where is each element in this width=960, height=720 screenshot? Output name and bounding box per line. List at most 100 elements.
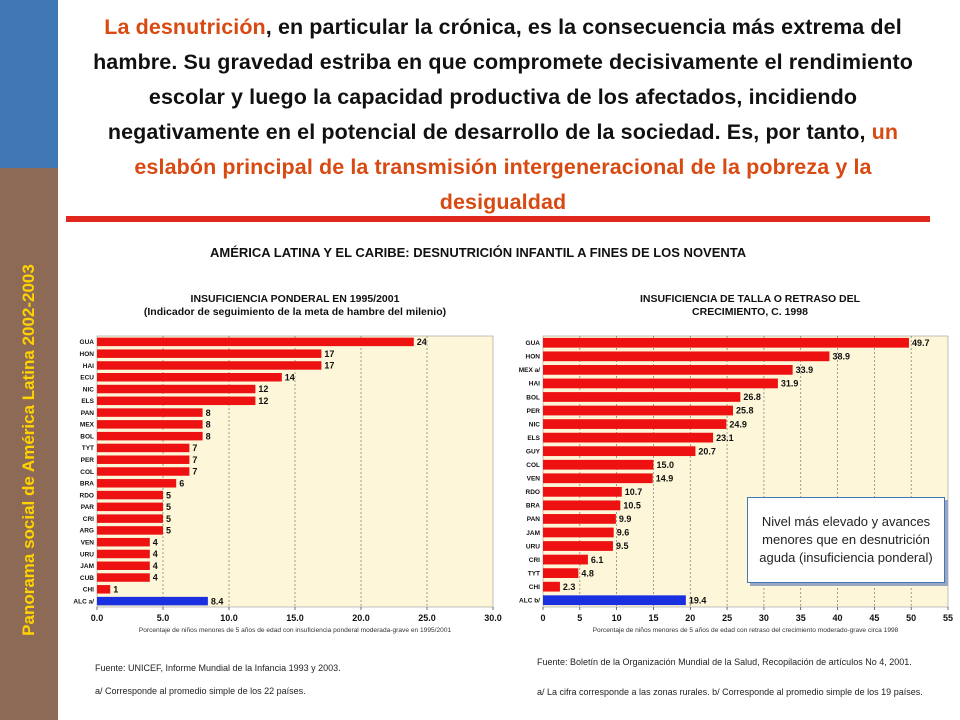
bar	[97, 420, 203, 429]
category-label: TYT	[82, 445, 94, 452]
value-label: 4.8	[581, 568, 594, 578]
value-label: 4	[153, 537, 158, 547]
left-source-note: Fuente: UNICEF, Informe Mundial de la In…	[95, 663, 341, 673]
category-label: GUA	[526, 340, 541, 347]
category-label: GUA	[80, 339, 95, 346]
x-axis-label: Porcentaje de niños menores de 5 años de…	[139, 627, 452, 634]
category-label: HAI	[83, 363, 94, 370]
value-label: 6	[179, 478, 184, 488]
x-tick-label: 30.0	[484, 613, 502, 623]
value-label: 9.5	[616, 541, 629, 551]
average-bar	[543, 595, 686, 606]
value-label: 17	[324, 361, 334, 371]
bar	[543, 527, 614, 538]
x-tick-label: 0	[540, 613, 545, 623]
category-label: HON	[526, 354, 541, 361]
category-label: ALC b/	[519, 598, 540, 605]
category-label: BOL	[80, 433, 94, 440]
x-tick-label: 15	[648, 613, 658, 623]
bar	[97, 467, 190, 476]
value-label: 9.9	[619, 514, 632, 524]
value-label: 8	[206, 408, 211, 418]
x-tick-label: 10	[612, 613, 622, 623]
bar	[543, 378, 778, 389]
category-label: HAI	[529, 381, 540, 388]
left-panel-title-line2: (Indicador de seguimiento de la meta de …	[143, 306, 447, 318]
category-label: CRI	[83, 516, 94, 523]
category-label: PER	[527, 408, 541, 415]
value-label: 8.4	[211, 596, 224, 606]
value-label: 15.0	[656, 460, 674, 470]
bar	[97, 526, 163, 535]
category-label: CUB	[80, 575, 94, 582]
value-label: 24.9	[729, 419, 747, 429]
bar	[543, 459, 654, 470]
category-label: PAN	[81, 410, 95, 417]
x-tick-label: 0.0	[91, 613, 104, 623]
value-label: 24	[417, 337, 427, 347]
value-label: 5	[166, 526, 171, 536]
category-label: BRA	[526, 503, 540, 510]
value-label: 20.7	[698, 446, 716, 456]
category-label: ELS	[527, 435, 540, 442]
value-label: 38.9	[832, 352, 850, 362]
bar	[97, 573, 150, 582]
x-tick-label: 5.0	[157, 613, 170, 623]
callout-box: Nivel más elevado y avances menores que …	[747, 497, 945, 583]
left-footnote: a/ Corresponde al promedio simple de los…	[95, 686, 306, 696]
value-label: 7	[192, 455, 197, 465]
bar	[543, 351, 830, 362]
bar	[97, 455, 190, 464]
right-source-note: Fuente: Boletín de la Organización Mundi…	[537, 657, 912, 667]
value-label: 49.7	[912, 338, 930, 348]
bar	[97, 361, 322, 370]
category-label: CHI	[529, 584, 540, 591]
headline-body: , en particular la crónica, es la consec…	[93, 15, 913, 144]
left-panel-title: INSUFICIENCIA PONDERAL EN 1995/2001 (Ind…	[70, 293, 520, 319]
category-label: NIC	[83, 386, 95, 393]
bar	[543, 554, 588, 565]
category-label: CRI	[529, 557, 540, 564]
headline: La desnutrición, en particular la crónic…	[70, 10, 936, 220]
category-label: GUY	[526, 448, 541, 455]
bar	[543, 405, 733, 416]
bar	[97, 372, 282, 382]
value-label: 4	[153, 549, 158, 559]
right-panel-title-line1: INSUFICIENCIA DE TALLA O RETRASO DEL	[639, 293, 861, 305]
category-label: COL	[80, 469, 94, 476]
x-axis-label: Porcentaje de niños menores de 5 años de…	[593, 627, 899, 634]
bar	[97, 549, 150, 559]
value-label: 1	[113, 585, 118, 595]
x-tick-label: 15.0	[286, 613, 304, 623]
x-tick-label: 20.0	[352, 613, 370, 623]
value-label: 7	[192, 467, 197, 477]
bar	[97, 443, 190, 453]
value-label: 5	[166, 502, 171, 512]
red-divider	[66, 216, 930, 222]
left-panel-title-line1: INSUFICIENCIA PONDERAL EN 1995/2001	[190, 293, 400, 305]
x-tick-label: 20	[685, 613, 695, 623]
bar	[543, 446, 696, 457]
category-label: PER	[81, 457, 95, 464]
bar	[543, 432, 714, 443]
value-label: 10.5	[623, 501, 641, 511]
left-bar-chart: 0.0 5.0 10.0 15.0 20.0 25.0 30.0 Porcentaje de …	[73, 335, 502, 634]
category-label: HON	[80, 351, 95, 358]
category-label: ARG	[80, 528, 94, 535]
x-tick-label: 35	[796, 613, 806, 623]
bar	[543, 419, 727, 429]
category-label: URU	[526, 543, 540, 550]
bar	[543, 486, 622, 497]
category-label: ALC a/	[73, 598, 94, 605]
value-label: 5	[166, 514, 171, 524]
value-label: 2.3	[563, 582, 576, 592]
right-footnote: a/ La cifra corresponde a las zonas rura…	[537, 687, 923, 697]
category-label: RDO	[80, 492, 94, 499]
value-label: 14	[285, 372, 295, 382]
bar	[543, 364, 793, 375]
value-label: 4	[153, 573, 158, 583]
right-panel-title-line2: CRECIMIENTO, C. 1998	[692, 306, 808, 318]
bar	[97, 585, 111, 594]
bar	[97, 337, 414, 347]
x-tick-label: 40	[833, 613, 843, 623]
